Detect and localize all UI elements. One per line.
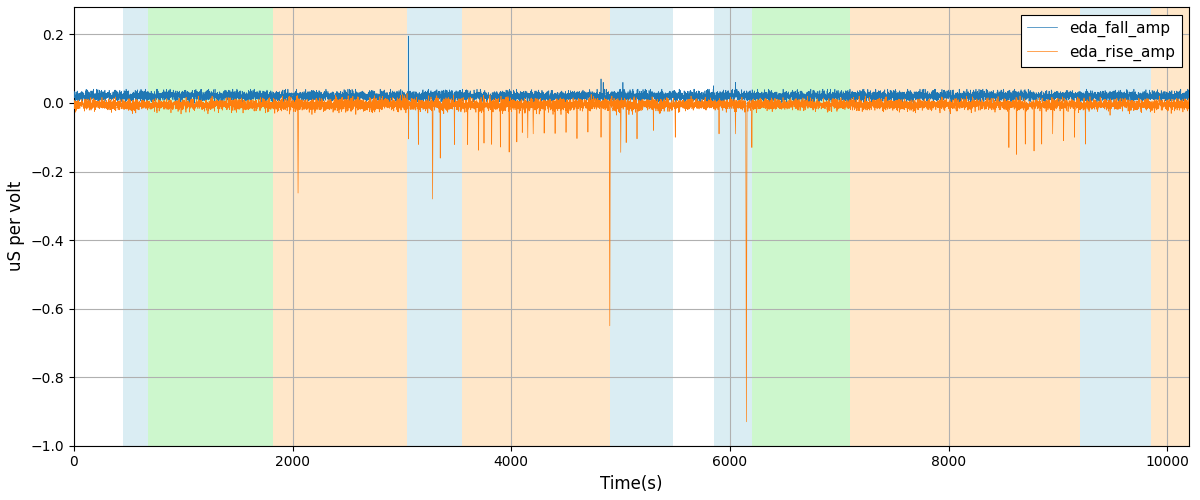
eda_fall_amp: [401, 33, 415, 39]
Bar: [149, 7, 272, 446]
Y-axis label: uS per volt: uS per volt: [7, 181, 25, 272]
eda_rise_amp: [400, 90, 414, 96]
Bar: [1151, 7, 1189, 446]
eda_fall_amp: [502, 92, 516, 98]
eda_fall_amp: [540, 90, 554, 96]
Bar: [124, 7, 149, 446]
eda_fall_amp: [930, 90, 944, 96]
Bar: [752, 7, 851, 446]
Bar: [851, 7, 1080, 446]
Bar: [714, 7, 752, 446]
Bar: [272, 7, 408, 446]
eda_fall_amp: [67, 92, 82, 98]
eda_rise_amp: [540, 100, 554, 106]
eda_fall_amp: [668, 97, 683, 103]
eda_rise_amp: [930, 104, 944, 110]
eda_rise_amp: [739, 419, 754, 425]
eda_fall_amp: [74, 100, 89, 106]
eda_rise_amp: [502, 107, 516, 113]
eda_rise_amp: [400, 96, 414, 102]
eda_fall_amp: [400, 92, 414, 98]
Legend: eda_fall_amp, eda_rise_amp: eda_fall_amp, eda_rise_amp: [1021, 14, 1182, 67]
eda_fall_amp: [328, 93, 342, 99]
eda_fall_amp: [1182, 92, 1196, 98]
eda_rise_amp: [1182, 100, 1196, 105]
Line: eda_rise_amp: eda_rise_amp: [74, 94, 1189, 422]
eda_rise_amp: [67, 101, 82, 107]
Bar: [610, 7, 673, 446]
Bar: [408, 7, 462, 446]
eda_rise_amp: [668, 104, 683, 110]
Bar: [1080, 7, 1151, 446]
eda_rise_amp: [328, 102, 342, 108]
X-axis label: Time(s): Time(s): [600, 475, 662, 493]
Bar: [462, 7, 610, 446]
Line: eda_fall_amp: eda_fall_amp: [74, 36, 1189, 103]
